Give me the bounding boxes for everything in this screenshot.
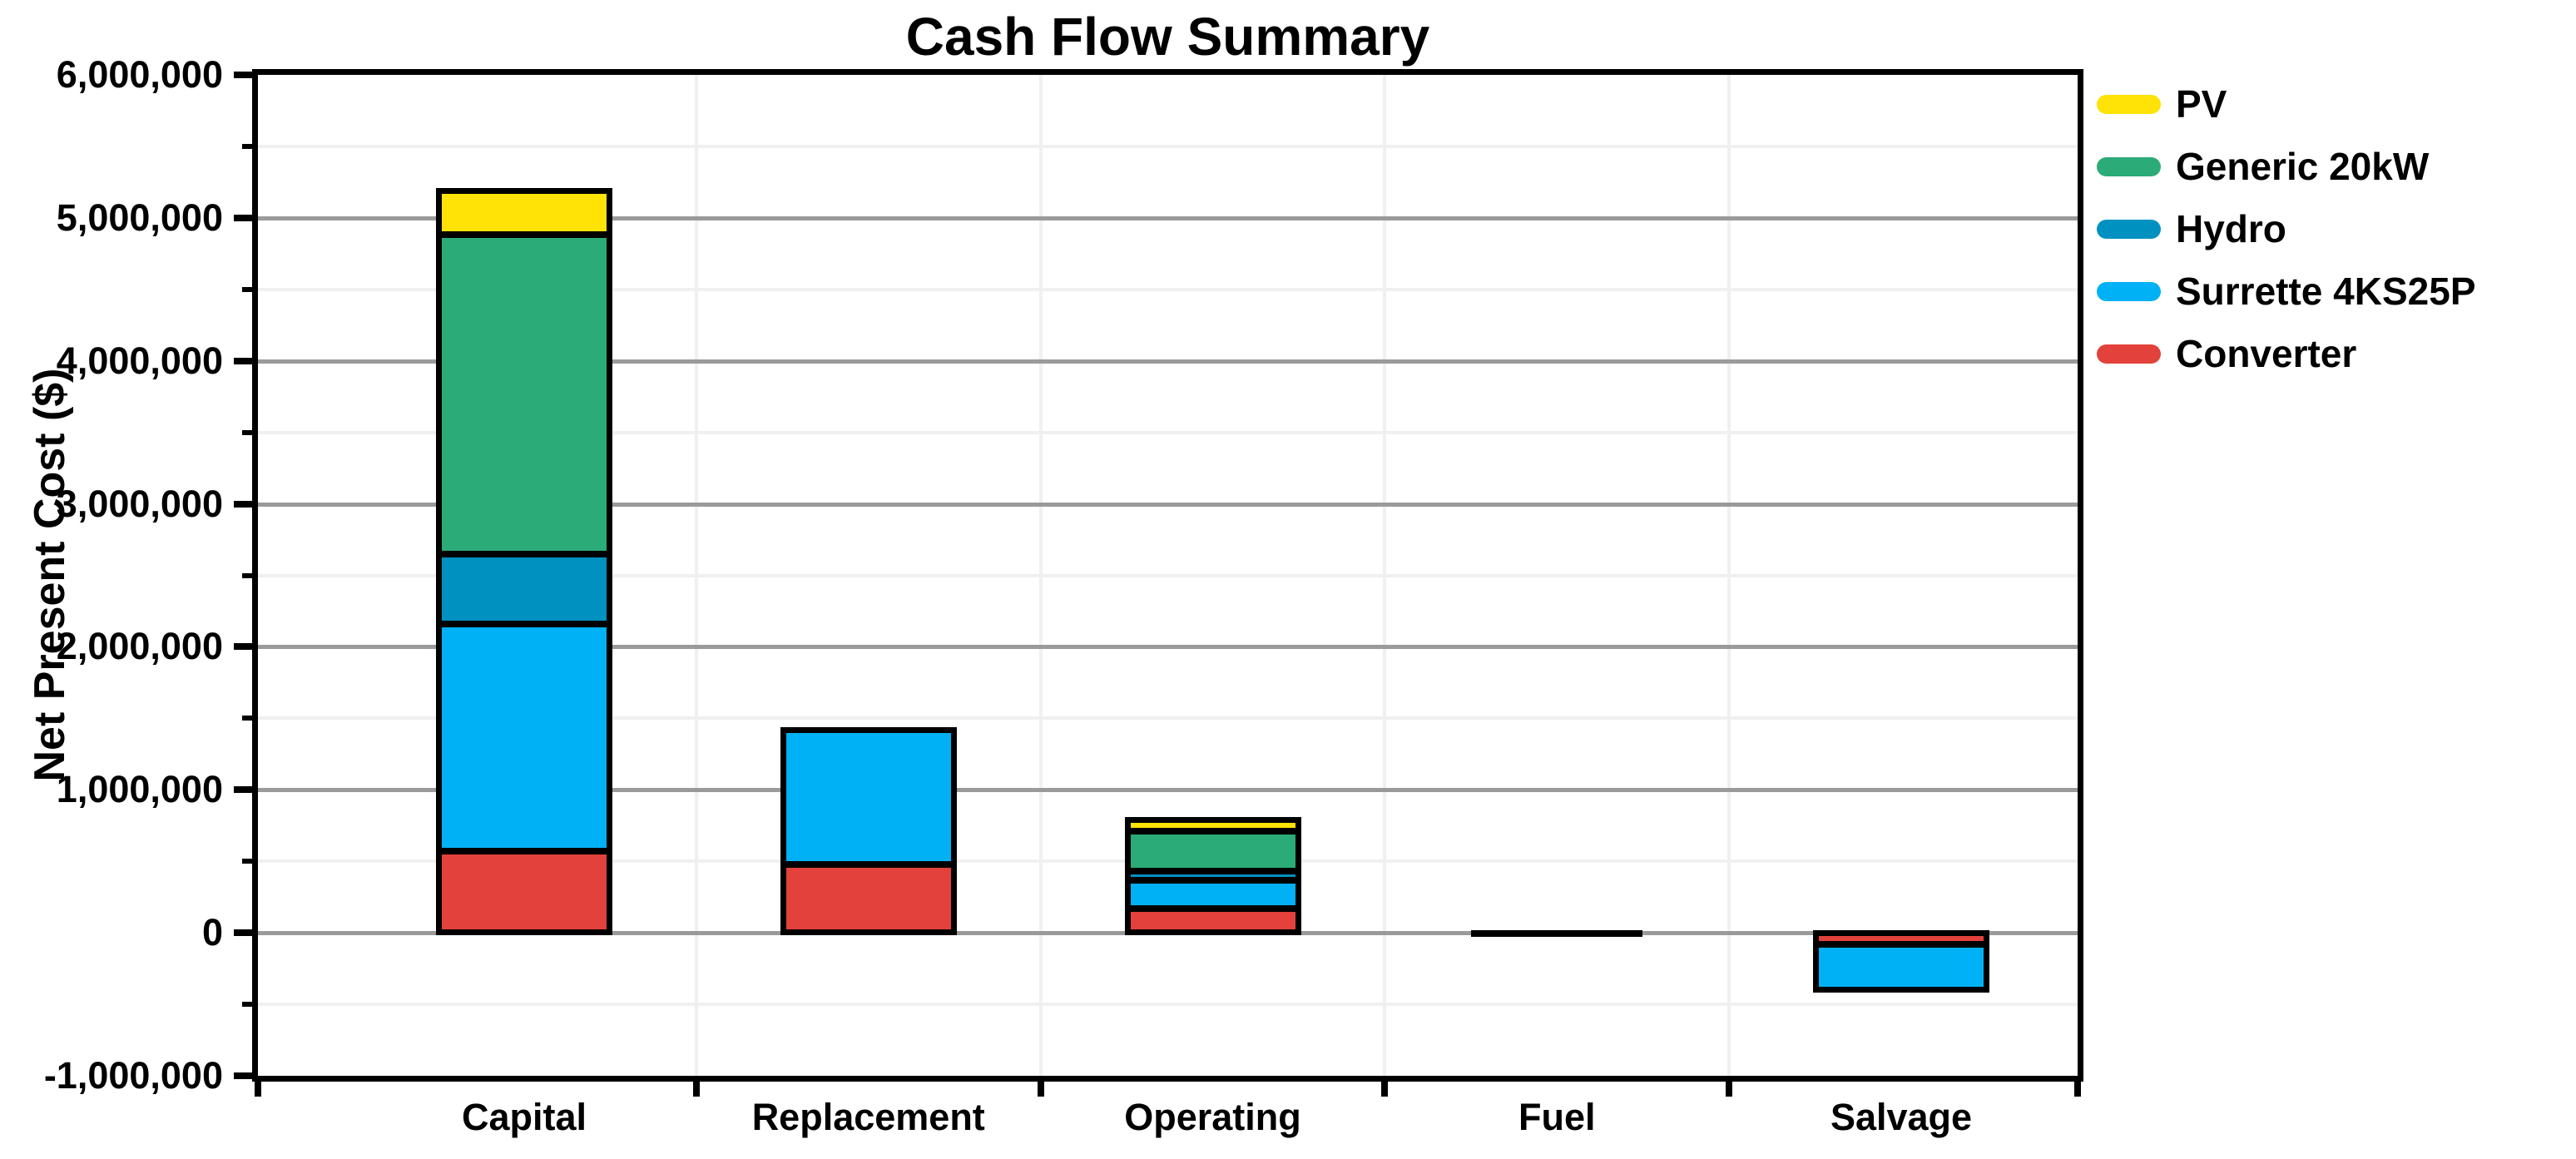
y-tick-label: 3,000,000 (56, 482, 223, 525)
x-category-label: Capital (461, 1096, 587, 1138)
x-category-label: Fuel (1518, 1096, 1596, 1138)
gridline-minor (258, 287, 2078, 291)
gridline-minor (258, 573, 2078, 577)
gridline-vertical (1383, 75, 1387, 1076)
legend-item: Converter (2097, 323, 2571, 385)
y-minor-tick (242, 286, 252, 292)
y-tick-label: -1,000,000 (43, 1054, 223, 1097)
y-tick-label: 2,000,000 (56, 625, 223, 668)
bar-zero-line (1471, 930, 1643, 938)
gridline-minor (258, 1003, 2078, 1007)
legend: PV Generic 20kW Hydro Surrette 4KS25P Conver… (2097, 73, 2571, 389)
bar-outline (436, 188, 612, 936)
bar-segment-surrette-4ks25p (782, 730, 954, 864)
y-major-tick (234, 929, 252, 937)
legend-label: Generic 20kW (2176, 145, 2430, 188)
legend-swatch-pv (2097, 95, 2161, 114)
x-tick (692, 1082, 700, 1097)
y-tick-label: 6,000,000 (56, 53, 223, 96)
y-minor-tick (242, 716, 252, 721)
y-major-tick (234, 357, 252, 364)
gridline-minor (258, 144, 2078, 148)
gridline-major (258, 788, 2078, 793)
legend-label: PV (2176, 82, 2227, 126)
y-minor-tick (242, 429, 252, 435)
gridline-vertical (1038, 75, 1043, 1076)
x-category-label: Operating (1124, 1096, 1301, 1138)
x-tick (1381, 1082, 1389, 1097)
bar-outline (1124, 817, 1301, 936)
plot-frame (252, 69, 2083, 1082)
x-tick (1037, 1082, 1044, 1097)
gridline-vertical (1727, 75, 1731, 1076)
y-major-tick (234, 214, 252, 221)
x-category-label: Salvage (1830, 1096, 1973, 1138)
y-minor-tick (242, 143, 252, 149)
x-tick (255, 1082, 261, 1097)
y-tick-label: 0 (201, 911, 223, 954)
gridline-major (258, 359, 2078, 364)
legend-item: PV (2097, 73, 2571, 136)
x-tick (2074, 1082, 2081, 1097)
y-major-tick (234, 643, 252, 651)
legend-item: Generic 20kW (2097, 136, 2571, 198)
y-minor-tick (242, 1002, 252, 1008)
y-tick-label: 4,000,000 (56, 339, 223, 382)
x-tick (1726, 1082, 1733, 1097)
legend-swatch-generic-20kw (2097, 157, 2161, 176)
y-minor-tick (242, 572, 252, 578)
y-major-tick (234, 1072, 252, 1079)
gridline-vertical (694, 75, 698, 1076)
y-major-tick (234, 786, 252, 794)
legend-item: Surrette 4KS25P (2097, 260, 2571, 323)
gridline-minor (258, 430, 2078, 434)
gridline-major (258, 645, 2078, 650)
chart-title: Cash Flow Summary (905, 7, 1430, 67)
y-major-tick (234, 72, 252, 78)
x-category-label: Replacement (751, 1096, 985, 1138)
y-tick-label: 1,000,000 (56, 768, 223, 811)
legend-label: Converter (2176, 332, 2357, 375)
bar-outline (1813, 930, 1989, 993)
gridline-major (258, 502, 2078, 507)
bar-segment-generic-20kw (438, 235, 610, 554)
bar-outline (780, 727, 957, 936)
gridline-minor (258, 716, 2078, 721)
legend-label: Hydro (2176, 207, 2286, 250)
legend-label: Surrette 4KS25P (2176, 270, 2476, 313)
legend-swatch-converter (2097, 344, 2161, 364)
gridline-major (258, 215, 2078, 220)
legend-swatch-hydro (2097, 220, 2161, 239)
y-minor-tick (242, 859, 252, 864)
legend-item: Hydro (2097, 198, 2571, 260)
legend-swatch-surrette-4ks25p (2097, 282, 2161, 301)
y-tick-label: 5,000,000 (56, 196, 223, 239)
y-major-tick (234, 500, 252, 508)
